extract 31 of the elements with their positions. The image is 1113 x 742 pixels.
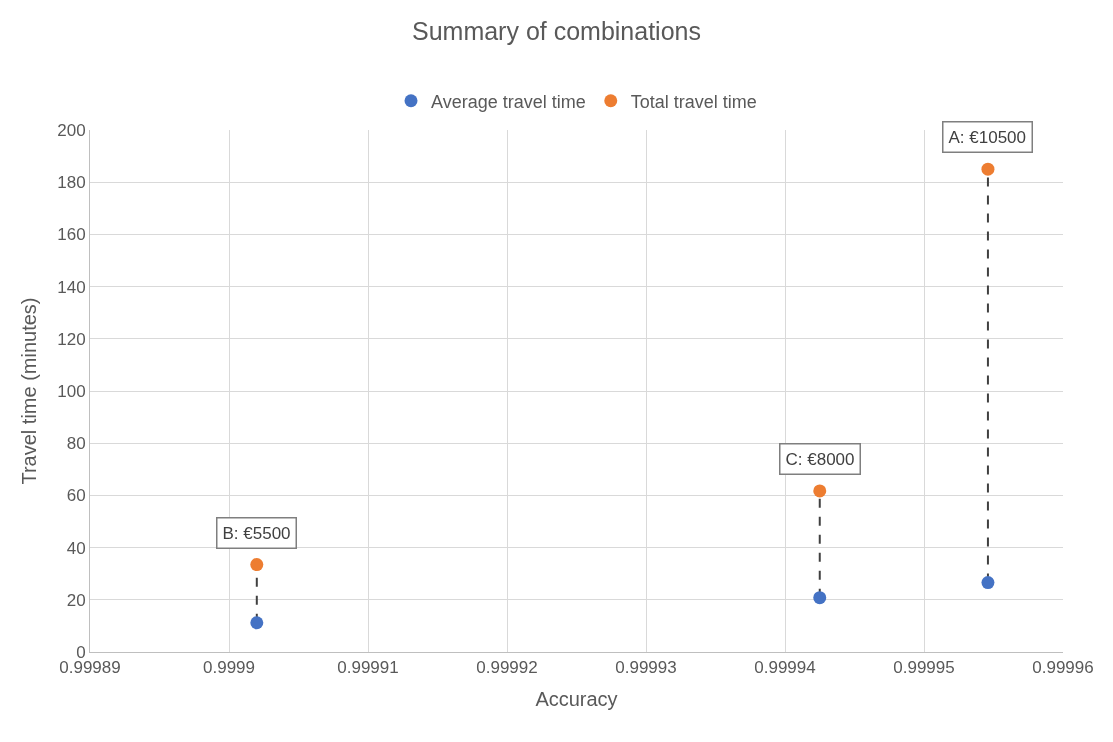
y-tick-label: 200: [57, 120, 86, 140]
chart-title: Summary of combinations: [411, 16, 702, 45]
annotation: C: €8000: [785, 449, 855, 469]
legend-label: Average travel time: [431, 91, 586, 112]
x-tick-label: 0.99996: [1032, 658, 1094, 678]
annotation: A: €10500: [948, 127, 1027, 147]
y-tick-label: 80: [66, 434, 86, 454]
y-tick-label: 100: [57, 381, 86, 401]
x-tick-label: 0.99995: [893, 658, 955, 678]
y-tick-label: 160: [57, 225, 86, 245]
y-tick-label: 180: [57, 173, 86, 193]
x-axis-title: Accuracy: [535, 687, 618, 710]
y-tick-label: 140: [57, 277, 86, 297]
y-tick-label: 60: [66, 486, 86, 506]
point: [981, 162, 995, 176]
y-axis-title: Travel time (minutes): [17, 297, 40, 485]
point: [813, 484, 827, 498]
y-tick-label: 120: [57, 329, 86, 349]
y-tick-label: 20: [66, 590, 86, 610]
point: [981, 576, 995, 590]
point: [250, 558, 264, 572]
x-tick-label: 0.99993: [615, 658, 677, 678]
annotation: B: €5500: [222, 523, 291, 543]
y-tick-label: 40: [66, 538, 86, 558]
legend-label: Total travel time: [630, 91, 757, 112]
x-tick-label: 0.99992: [476, 658, 538, 678]
x-tick-label: 0.99994: [754, 658, 816, 678]
x-tick-label: 0.9999: [203, 658, 255, 678]
x-tick-label: 0.99991: [337, 658, 399, 678]
point: [813, 591, 827, 605]
point: [250, 616, 264, 630]
